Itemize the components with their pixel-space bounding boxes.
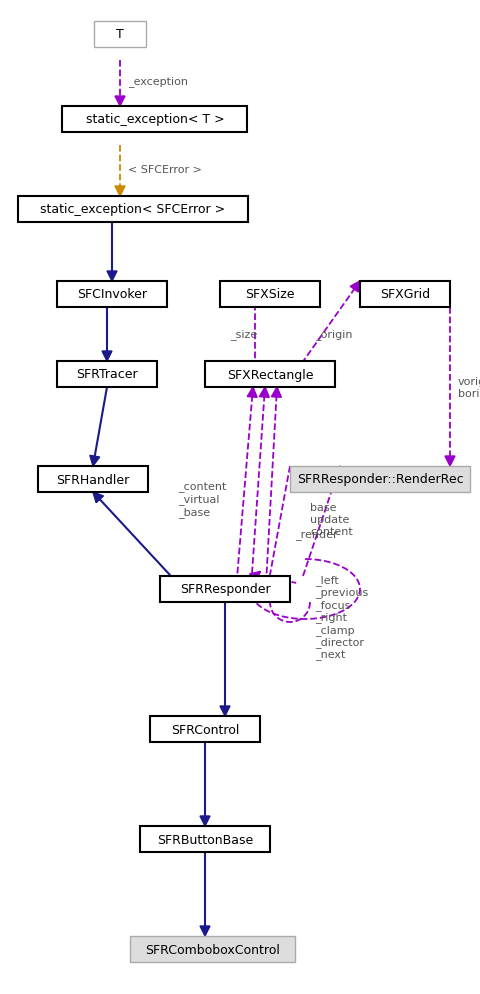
- Polygon shape: [115, 96, 125, 107]
- Text: SFRTracer: SFRTracer: [76, 368, 138, 381]
- FancyBboxPatch shape: [94, 22, 146, 48]
- Text: _content
_virtual
_base: _content _virtual _base: [178, 482, 226, 517]
- Polygon shape: [200, 926, 210, 936]
- Text: _origin: _origin: [314, 329, 352, 340]
- FancyBboxPatch shape: [160, 577, 289, 602]
- Polygon shape: [250, 281, 260, 291]
- FancyBboxPatch shape: [57, 281, 167, 308]
- Polygon shape: [271, 388, 281, 398]
- Polygon shape: [331, 466, 341, 477]
- FancyBboxPatch shape: [359, 281, 449, 308]
- Text: SFXRectangle: SFXRectangle: [226, 368, 312, 381]
- FancyBboxPatch shape: [219, 281, 319, 308]
- Polygon shape: [93, 492, 103, 503]
- Polygon shape: [107, 271, 117, 281]
- FancyBboxPatch shape: [18, 197, 248, 223]
- Text: SFRButtonBase: SFRButtonBase: [156, 833, 252, 846]
- Text: SFRHandler: SFRHandler: [56, 473, 129, 486]
- Text: _render: _render: [294, 529, 337, 540]
- Text: static_exception< SFCError >: static_exception< SFCError >: [40, 204, 225, 217]
- Text: T: T: [116, 29, 124, 42]
- Text: _size: _size: [229, 329, 257, 340]
- Polygon shape: [90, 456, 99, 466]
- FancyBboxPatch shape: [289, 466, 469, 492]
- Text: _left
_previous
_focus
_right
_clamp
_director
_next: _left _previous _focus _right _clamp _di…: [314, 575, 368, 660]
- FancyBboxPatch shape: [57, 362, 156, 388]
- Polygon shape: [349, 281, 359, 293]
- Text: SFRComboboxControl: SFRComboboxControl: [145, 942, 280, 955]
- Polygon shape: [444, 456, 454, 466]
- FancyBboxPatch shape: [140, 826, 269, 852]
- Polygon shape: [247, 388, 257, 398]
- Polygon shape: [200, 816, 210, 826]
- Polygon shape: [259, 388, 269, 398]
- Text: base
update
content: base update content: [309, 503, 352, 536]
- Polygon shape: [261, 591, 271, 602]
- Polygon shape: [219, 707, 229, 717]
- Text: SFRControl: SFRControl: [170, 723, 239, 736]
- Polygon shape: [115, 187, 125, 197]
- Text: static_exception< T >: static_exception< T >: [85, 113, 224, 126]
- Text: SFCInvoker: SFCInvoker: [77, 288, 147, 301]
- FancyBboxPatch shape: [38, 466, 148, 492]
- Text: < SFCError >: < SFCError >: [128, 165, 202, 175]
- FancyBboxPatch shape: [150, 717, 260, 743]
- Polygon shape: [249, 572, 260, 582]
- Text: _exception: _exception: [128, 77, 188, 87]
- Text: SFRResponder: SFRResponder: [180, 582, 270, 595]
- FancyBboxPatch shape: [62, 107, 247, 133]
- Text: SFRResponder::RenderRec: SFRResponder::RenderRec: [296, 473, 462, 486]
- FancyBboxPatch shape: [204, 362, 334, 388]
- Polygon shape: [102, 352, 112, 362]
- Text: SFXSize: SFXSize: [245, 288, 294, 301]
- Text: vorigin
borigin: vorigin borigin: [457, 377, 480, 399]
- Text: SFXGrid: SFXGrid: [379, 288, 429, 301]
- FancyBboxPatch shape: [130, 936, 295, 962]
